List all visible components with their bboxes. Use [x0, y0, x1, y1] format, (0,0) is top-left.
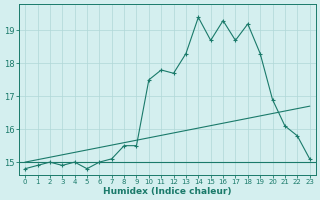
- X-axis label: Humidex (Indice chaleur): Humidex (Indice chaleur): [103, 187, 232, 196]
